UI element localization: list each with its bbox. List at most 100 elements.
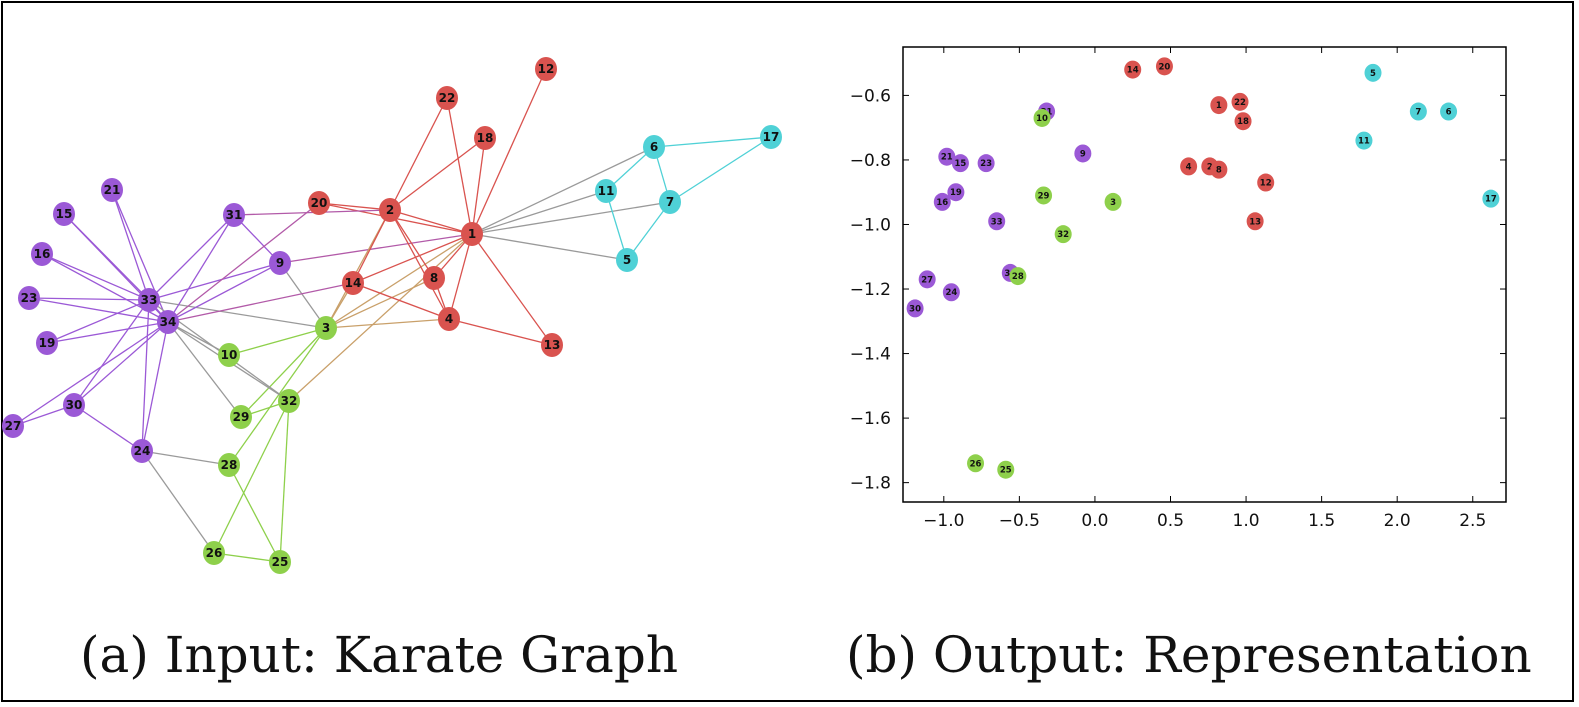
graph-node-label: 22 — [439, 91, 456, 105]
graph-edge — [73, 321, 169, 406]
scatter-point-marker — [1409, 102, 1427, 121]
scatter-point-label: 28 — [1012, 272, 1024, 282]
graph-node-marker — [278, 389, 300, 413]
graph-node-marker — [218, 453, 240, 477]
graph-node-marker — [315, 316, 337, 340]
scatter-point: 24 — [942, 283, 960, 302]
scatter-points: 1420512218763110112115239428121719162933… — [906, 57, 1500, 479]
graph-node-label: 8 — [430, 271, 438, 285]
scatter-point: 1 — [1210, 96, 1228, 115]
x-axis-ticks: −1.0 −0.5 0.0 0.5 1.0 1.5 2.0 2.5 — [923, 47, 1486, 531]
graph-node-marker — [438, 307, 460, 331]
scatter-point-marker — [1155, 57, 1173, 76]
scatter-point-label: 11 — [1358, 137, 1370, 147]
scatter-point: 28 — [1009, 267, 1027, 286]
scatter-point: 4 — [1180, 157, 1198, 176]
graph-edge — [46, 299, 150, 344]
graph-edge — [240, 327, 327, 418]
graph-node-label: 19 — [39, 336, 56, 350]
graph-edge — [167, 262, 281, 323]
graph-node: 16 — [31, 242, 53, 266]
scatter-point: 21 — [938, 147, 956, 166]
graph-node: 19 — [36, 331, 58, 355]
scatter-point-label: 19 — [950, 188, 962, 198]
graph-node-marker — [53, 202, 75, 226]
scatter-point-marker — [1104, 192, 1122, 211]
scatter-point: 16 — [933, 192, 951, 211]
graph-node-label: 20 — [311, 196, 328, 210]
graph-node: 12 — [535, 57, 557, 81]
graph-node-label: 14 — [345, 276, 362, 290]
scatter-point-marker — [951, 154, 969, 173]
graph-edge — [141, 450, 230, 466]
graph-edge — [669, 136, 772, 203]
scatter-point: 12 — [1257, 173, 1275, 192]
graph-node-label: 26 — [206, 546, 223, 560]
scatter-point: 10 — [1033, 108, 1051, 127]
scatter-point: 30 — [906, 299, 924, 318]
graph-edge — [213, 552, 281, 563]
graph-edge — [167, 321, 230, 356]
graph-node-label: 1 — [468, 227, 476, 241]
scatter-point: 29 — [1035, 186, 1053, 205]
graph-node: 13 — [541, 333, 563, 357]
scatter-point: 11 — [1355, 131, 1373, 150]
graph-edge — [111, 189, 150, 301]
graph-node-label: 23 — [21, 291, 38, 305]
graph-node: 31 — [223, 203, 245, 227]
graph-edge — [389, 209, 435, 279]
graph-node: 3 — [315, 316, 337, 340]
scatter-point-label: 3 — [1110, 198, 1116, 208]
graph-node-marker — [535, 57, 557, 81]
y-tick-label: −1.8 — [850, 474, 891, 494]
graph-node-label: 15 — [56, 207, 73, 221]
scatter-point-label: 17 — [1485, 195, 1497, 205]
x-tick-label: 0.5 — [1157, 511, 1184, 531]
graph-node-label: 24 — [134, 444, 151, 458]
graph-edge — [213, 400, 290, 554]
representation-scatter-panel: −1.0 −0.5 0.0 0.5 1.0 1.5 2.0 2.5 −0.6−0.8−1.0−… — [850, 46, 1507, 531]
graph-node-marker — [63, 393, 85, 417]
scatter-point-label: 9 — [1080, 149, 1086, 159]
graph-edge — [448, 233, 473, 320]
graph-node-label: 18 — [477, 131, 494, 145]
graph-edge — [471, 233, 553, 346]
graph-node-label: 6 — [650, 140, 658, 154]
y-tick-label: −1.4 — [850, 345, 891, 365]
graph-edge — [279, 400, 290, 563]
scatter-point: 15 — [951, 154, 969, 173]
scatter-point-label: 14 — [1127, 66, 1139, 76]
scatter-point: 23 — [977, 154, 995, 173]
scatter-point-label: 26 — [970, 459, 982, 469]
graph-node: 25 — [269, 550, 291, 574]
scatter-point-label: 32 — [1057, 230, 1069, 240]
graph-node-marker — [659, 190, 681, 214]
scatter-point: 32 — [1054, 225, 1072, 244]
scatter-point-label: 24 — [945, 288, 957, 298]
graph-node: 4 — [438, 307, 460, 331]
scatter-point-marker — [1257, 173, 1275, 192]
graph-node: 5 — [616, 248, 638, 272]
graph-node-label: 12 — [538, 62, 555, 76]
scatter-point-marker — [1035, 186, 1053, 205]
graph-node-marker — [436, 86, 458, 110]
graph-node-marker — [541, 333, 563, 357]
scatter-point-label: 1 — [1216, 101, 1222, 111]
graph-node-marker — [230, 405, 252, 429]
graph-node-marker — [218, 343, 240, 367]
x-tick-label: 2.0 — [1384, 511, 1411, 531]
graph-node-marker — [2, 414, 24, 438]
graph-edge — [471, 146, 655, 235]
graph-edge — [228, 464, 281, 563]
graph-node: 10 — [218, 343, 240, 367]
scatter-point-label: 20 — [1159, 62, 1171, 72]
graph-edge — [325, 318, 450, 329]
scatter-point-label: 29 — [1038, 191, 1050, 201]
graph-node-label: 30 — [66, 398, 83, 412]
graph-edge — [318, 202, 391, 211]
scatter-point-marker — [1009, 267, 1027, 286]
graph-node-marker — [308, 191, 330, 215]
graph-edge — [167, 214, 235, 323]
scatter-point: 33 — [988, 212, 1006, 231]
scatter-point: 22 — [1231, 92, 1249, 111]
